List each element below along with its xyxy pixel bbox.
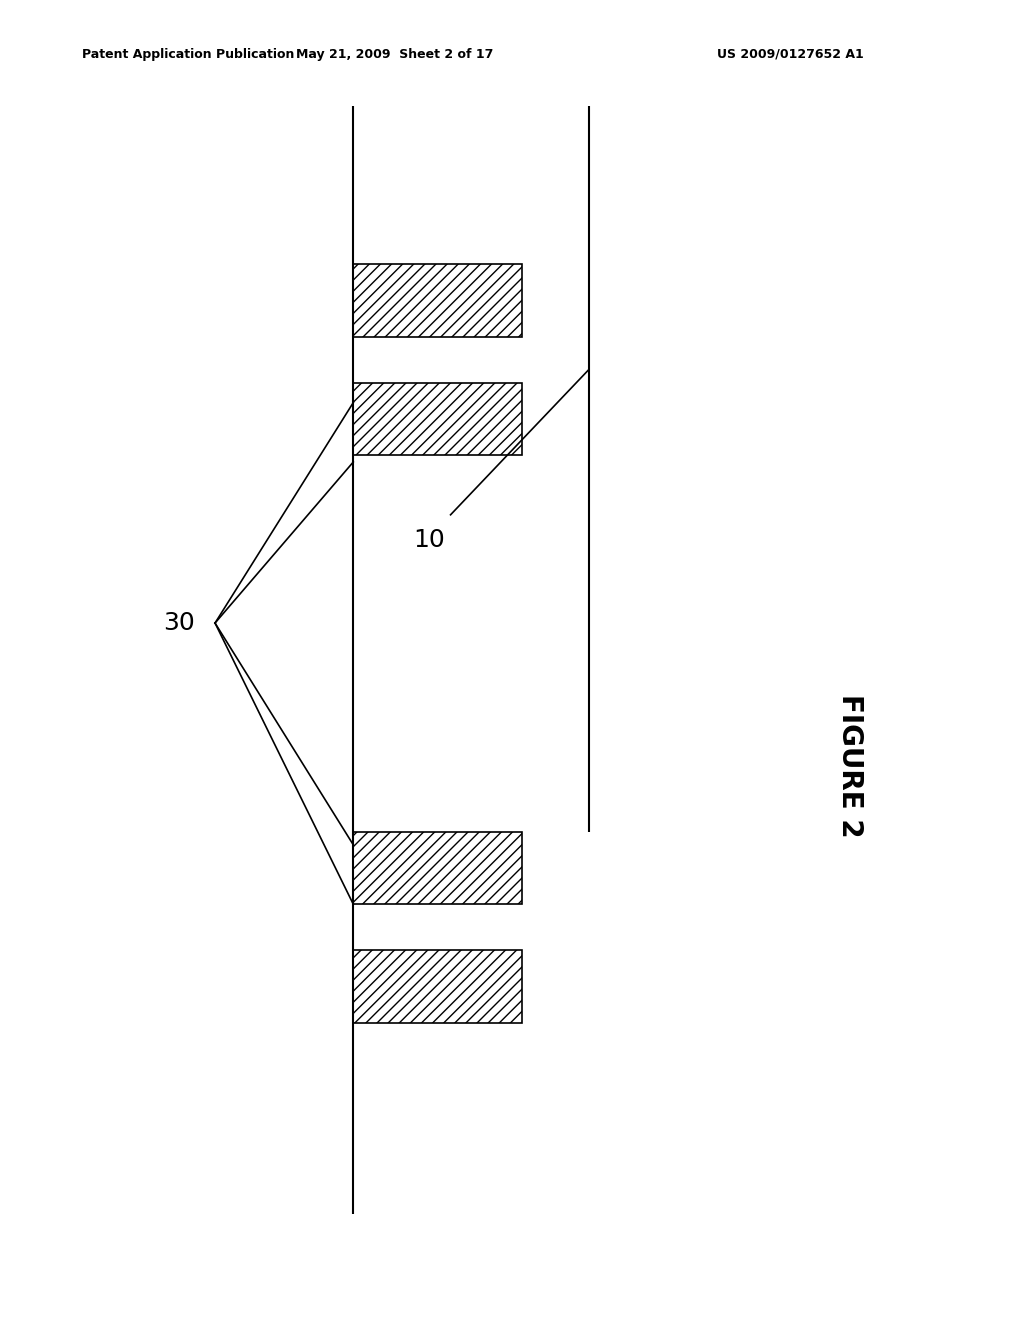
Bar: [353, 383, 522, 455]
Bar: [353, 950, 522, 1023]
Text: May 21, 2009  Sheet 2 of 17: May 21, 2009 Sheet 2 of 17: [296, 48, 493, 61]
Text: FIGURE 2: FIGURE 2: [836, 694, 864, 837]
Bar: [353, 264, 522, 337]
Text: 30: 30: [163, 611, 195, 635]
Text: Patent Application Publication: Patent Application Publication: [82, 48, 294, 61]
Text: US 2009/0127652 A1: US 2009/0127652 A1: [717, 48, 863, 61]
Bar: [353, 832, 522, 904]
Text: 10: 10: [414, 528, 445, 552]
